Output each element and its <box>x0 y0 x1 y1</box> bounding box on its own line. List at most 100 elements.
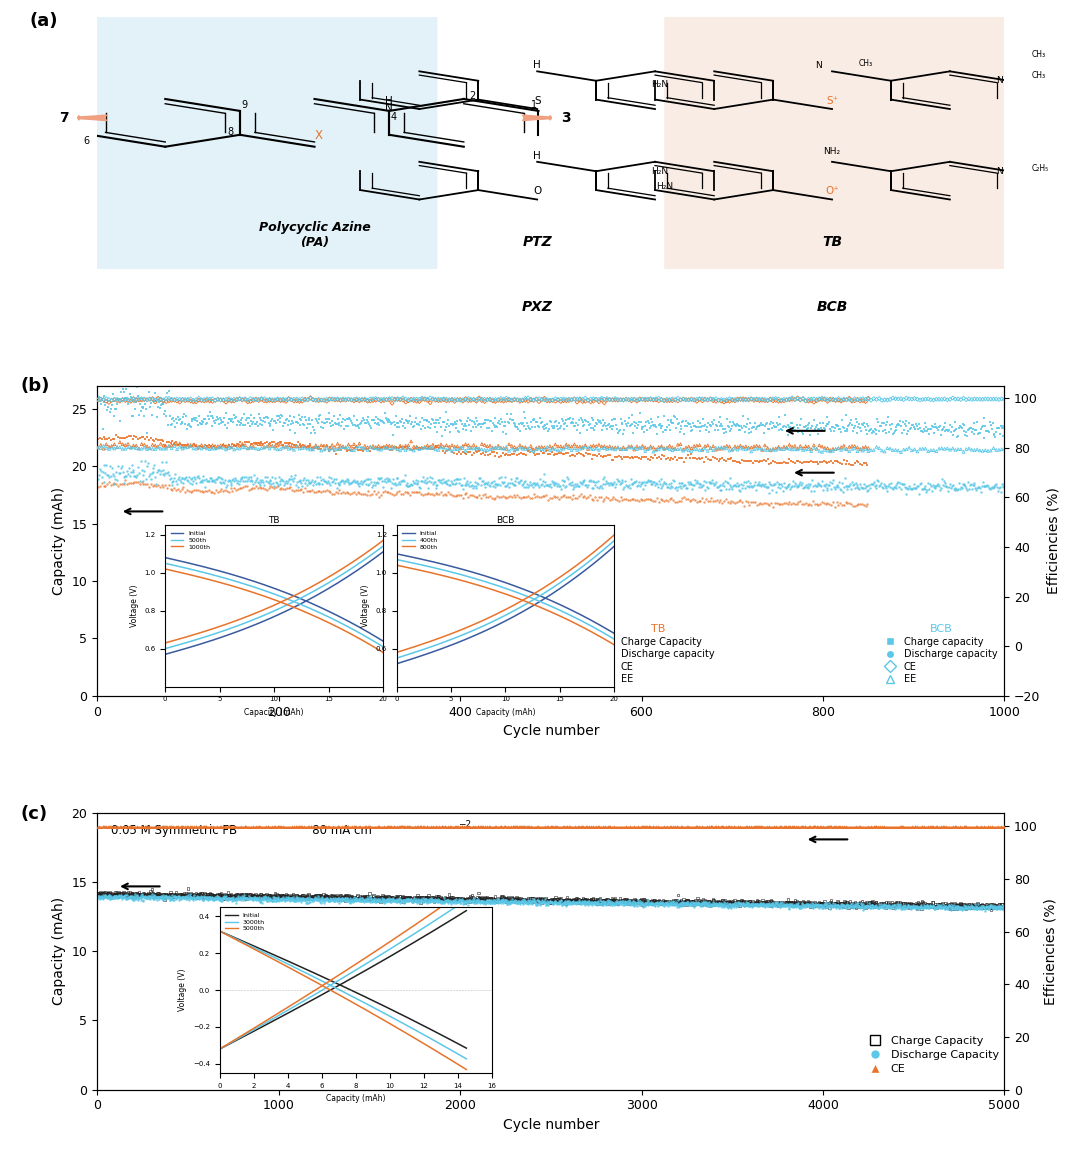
Point <box>721 898 739 917</box>
Point <box>765 390 782 408</box>
Point <box>514 391 531 409</box>
Point <box>869 413 887 431</box>
Point <box>305 891 322 910</box>
Point <box>907 897 924 915</box>
Point <box>535 891 552 910</box>
Point <box>568 894 585 912</box>
Point <box>585 892 603 911</box>
Point <box>339 416 356 435</box>
Point <box>487 891 504 910</box>
Point <box>546 890 564 909</box>
Point <box>521 476 538 495</box>
Point <box>204 887 221 905</box>
Point <box>525 410 542 429</box>
Point <box>254 887 271 905</box>
Point <box>178 888 195 906</box>
Point <box>981 899 998 918</box>
Point <box>497 413 514 431</box>
Point <box>378 436 395 454</box>
Point <box>383 440 401 459</box>
Point <box>860 817 877 836</box>
Point <box>260 817 278 836</box>
Point <box>598 474 616 492</box>
Point <box>183 409 200 428</box>
Point <box>465 487 483 505</box>
Point <box>367 891 384 910</box>
Point <box>149 461 166 480</box>
Point <box>883 415 901 434</box>
Point <box>437 487 455 505</box>
Point <box>234 817 252 836</box>
Point <box>502 890 519 909</box>
Point <box>500 413 517 431</box>
Point <box>132 888 149 906</box>
Point <box>98 817 116 836</box>
Point <box>789 477 807 496</box>
Point <box>141 882 159 900</box>
Point <box>375 891 392 910</box>
Point <box>835 477 852 496</box>
Point <box>334 413 351 431</box>
Point <box>784 897 801 915</box>
Point <box>673 817 690 836</box>
Point <box>97 397 114 415</box>
Point <box>481 891 498 910</box>
Point <box>751 416 768 435</box>
Point <box>298 888 315 906</box>
Point <box>991 899 1009 918</box>
Point <box>607 409 624 428</box>
Point <box>335 890 352 909</box>
Point <box>436 473 454 491</box>
Point <box>222 890 240 909</box>
Point <box>147 886 164 904</box>
Point <box>117 436 134 454</box>
Point <box>121 817 138 836</box>
Point <box>173 886 190 904</box>
Point <box>530 417 548 436</box>
Point <box>731 476 748 495</box>
Point <box>875 898 892 917</box>
Point <box>548 474 565 492</box>
Point <box>476 392 494 410</box>
Point <box>870 422 888 440</box>
Point <box>335 891 352 910</box>
Point <box>309 482 326 500</box>
Point <box>886 897 903 915</box>
Point <box>431 890 448 909</box>
Point <box>460 890 477 909</box>
Point <box>802 390 820 408</box>
Point <box>416 817 433 836</box>
Point <box>573 446 591 465</box>
Point <box>772 478 789 497</box>
Point <box>677 391 694 409</box>
Point <box>362 390 379 408</box>
Point <box>615 817 632 836</box>
Point <box>321 891 338 910</box>
Point <box>231 886 248 904</box>
Point <box>508 817 525 836</box>
Point <box>950 897 968 915</box>
Point <box>788 477 806 496</box>
Point <box>366 889 383 907</box>
Point <box>424 891 442 910</box>
Point <box>266 888 283 906</box>
Point <box>314 891 332 910</box>
Point <box>109 817 126 836</box>
Point <box>179 880 197 898</box>
Point <box>686 894 703 912</box>
Point <box>744 896 761 914</box>
Point <box>301 889 319 907</box>
Point <box>168 474 186 492</box>
Point <box>107 399 124 417</box>
Point <box>607 817 624 836</box>
Point <box>222 817 240 836</box>
Point <box>670 891 687 910</box>
Point <box>435 390 453 408</box>
Point <box>860 390 877 408</box>
Point <box>816 440 834 459</box>
Point <box>232 887 249 905</box>
Point <box>104 884 121 903</box>
Point <box>577 817 594 836</box>
Point <box>756 390 773 408</box>
Point <box>382 817 400 836</box>
